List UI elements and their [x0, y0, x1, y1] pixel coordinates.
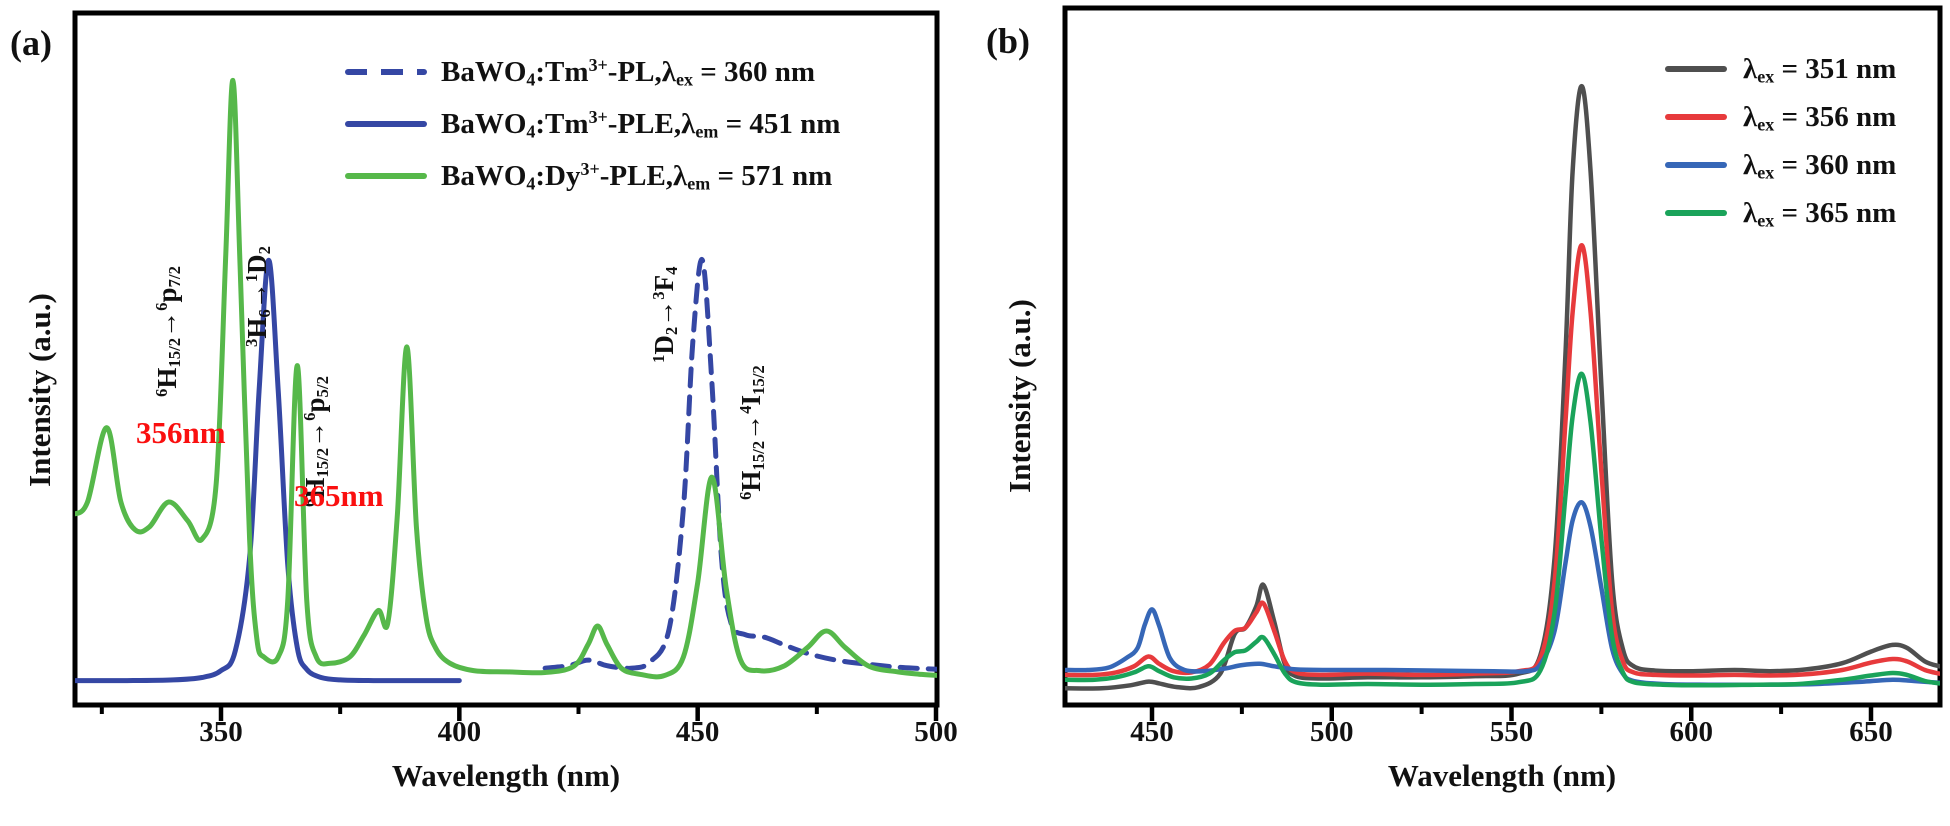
solid-line-swatch: [1665, 114, 1727, 120]
subscript: 15/2: [749, 440, 769, 471]
series-curve-b-2: [1065, 500, 1940, 688]
legend-label: BaWO4:Dy3+-PLE,λem = 571 nm: [441, 158, 833, 193]
solid-line-swatch: [1665, 66, 1727, 72]
x-tick-label-b-500: 500: [1310, 716, 1354, 748]
legend-row-a-1: BaWO4:Tm3+-PLE,λem = 451 nm: [345, 98, 840, 150]
legend-row-b-2: λex = 360 nm: [1665, 141, 1896, 189]
solid-line-swatch: [1665, 162, 1727, 168]
series-curve-a-2: [75, 77, 937, 680]
x-tick-label-b-550: 550: [1489, 716, 1534, 748]
series-curve-a-1: [75, 257, 462, 684]
subscript: 4: [526, 172, 536, 193]
panel-a-x-axis-label: Wavelength (nm): [391, 758, 621, 793]
superscript: 3: [648, 291, 668, 300]
excitation-wavelength-label-0: 356nm: [136, 415, 226, 450]
panel-a-y-axis-label: Intensity (a.u.): [22, 293, 57, 487]
panel-b-frame: [1062, 5, 1943, 708]
x-tick-label-a-500: 500: [914, 716, 958, 748]
superscript: 6: [151, 302, 171, 311]
transition-annotation-4: 6H15/2→4I15/2: [735, 365, 769, 500]
superscript: 1: [241, 273, 261, 283]
x-tick-label-b-650: 650: [1849, 716, 1893, 748]
subscript: em: [687, 172, 711, 193]
x-tick-label-a-400: 400: [437, 716, 482, 748]
subscript: ex: [676, 68, 693, 89]
transition-annotation-3: 1D2→3F4: [648, 266, 682, 364]
subscript: 15/2: [749, 365, 769, 395]
dashed-line-swatch: [345, 69, 427, 75]
panel-b-legend: λex = 351 nm λex = 356 nm λex = 360 nm λex …: [1665, 45, 1896, 237]
subscript: em: [695, 120, 719, 141]
subscript: 5/2: [313, 376, 333, 398]
subscript: 7/2: [165, 266, 185, 288]
panel-b-y-axis-label: Intensity (a.u.): [1002, 299, 1037, 493]
subscript: ex: [1757, 113, 1775, 134]
subscript: 6: [255, 309, 275, 318]
panel-a-frame: [72, 10, 940, 708]
solid-line-swatch: [345, 121, 427, 127]
legend-label: BaWO4:Tm3+-PLE,λem = 451 nm: [441, 106, 841, 141]
legend-row-b-1: λex = 356 nm: [1665, 93, 1896, 141]
x-tick-label-a-450: 450: [675, 716, 720, 748]
legend-label: λex = 360 nm: [1743, 148, 1897, 182]
series-curve-b-1: [1065, 242, 1940, 678]
superscript: 4: [735, 405, 755, 414]
subscript: 2: [255, 245, 275, 255]
legend-label: λex = 351 nm: [1743, 52, 1897, 86]
excitation-wavelength-label-1: 365nm: [294, 478, 384, 513]
transition-annotation-1: 3H6→1D2: [241, 245, 275, 347]
subscript: ex: [1757, 209, 1775, 230]
series-curve-b-3: [1065, 371, 1940, 688]
superscript: 6: [735, 491, 755, 500]
legend-label: λex = 356 nm: [1743, 100, 1897, 134]
subscript: 4: [526, 120, 536, 141]
legend-row-b-3: λex = 365 nm: [1665, 189, 1896, 237]
subscript: 2: [662, 326, 682, 336]
panel-b-label: (b): [986, 21, 1030, 61]
transition-annotation-0: 6H15/2→6p7/2: [151, 266, 185, 397]
subscript: 15/2: [313, 447, 333, 478]
legend-label: λex = 365 nm: [1743, 196, 1897, 230]
legend-row-a-2: BaWO4:Dy3+-PLE,λem = 571 nm: [345, 150, 840, 202]
solid-line-swatch: [345, 173, 427, 179]
superscript: 3+: [588, 54, 608, 75]
legend-row-a-0: BaWO4:Tm3+-PL,λex = 360 nm: [345, 46, 840, 98]
solid-line-swatch: [1665, 210, 1727, 216]
superscript: 3: [241, 338, 261, 347]
subscript: 4: [526, 68, 536, 89]
superscript: 6: [299, 412, 319, 421]
subscript: 4: [662, 266, 682, 275]
superscript: 1: [648, 354, 668, 363]
x-tick-label-b-450: 450: [1130, 716, 1174, 748]
legend-row-b-0: λex = 351 nm: [1665, 45, 1896, 93]
subscript: ex: [1757, 65, 1775, 86]
legend-label: BaWO4:Tm3+-PL,λex = 360 nm: [441, 54, 816, 89]
panel-a-label: (a): [10, 23, 52, 63]
subscript: 15/2: [165, 337, 185, 368]
x-tick-label-a-350: 350: [199, 716, 243, 748]
superscript: 6: [151, 388, 171, 397]
superscript: 3+: [588, 106, 608, 127]
x-tick-label-b-600: 600: [1669, 716, 1714, 748]
superscript: 3+: [580, 158, 600, 179]
panel-b-x-axis-label: Wavelength (nm): [1387, 758, 1617, 793]
panel-a-legend: BaWO4:Tm3+-PL,λex = 360 nm BaWO4:Tm3+-PLE…: [345, 46, 840, 202]
subscript: ex: [1757, 161, 1775, 182]
